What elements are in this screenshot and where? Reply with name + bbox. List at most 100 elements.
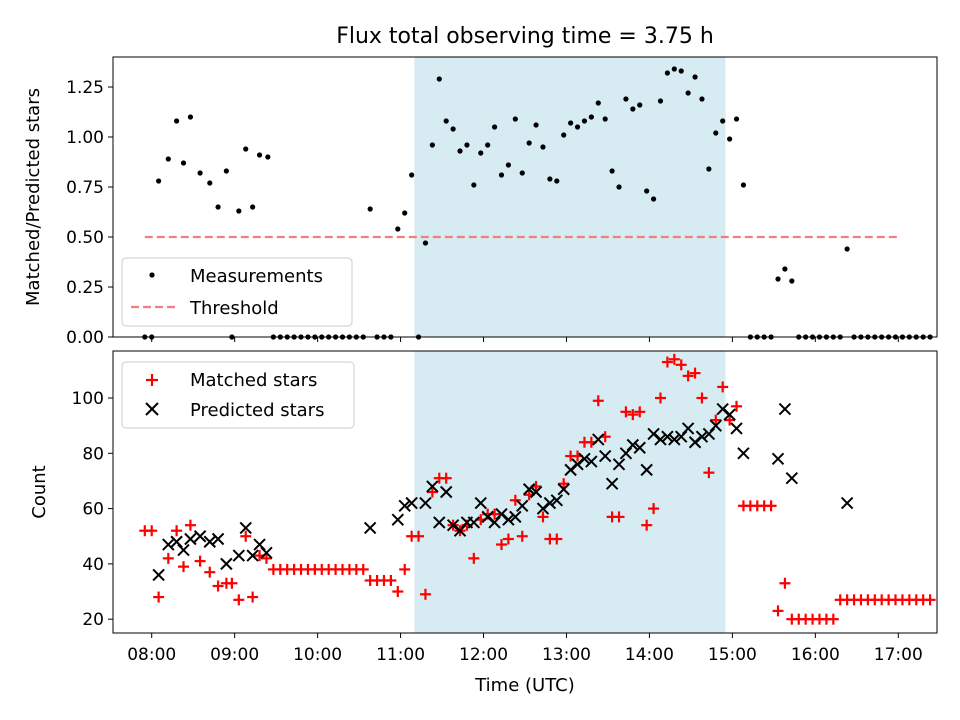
legend-measurements-label: Measurements bbox=[190, 266, 323, 287]
measurement-point bbox=[223, 168, 229, 174]
predicted-star-point bbox=[162, 538, 175, 551]
predicted-star-point bbox=[730, 422, 743, 435]
predicted-star-point bbox=[640, 463, 653, 477]
predicted-star-point bbox=[232, 549, 246, 562]
predicted-star-point bbox=[152, 568, 165, 582]
matched-star-point bbox=[178, 561, 190, 573]
matched-star-point bbox=[689, 367, 701, 379]
measurement-point bbox=[464, 142, 470, 148]
predicted-star-point bbox=[426, 480, 439, 493]
measurement-point bbox=[720, 118, 726, 124]
legend-matched-label: Matched stars bbox=[190, 370, 317, 391]
predicted-star-point bbox=[557, 483, 570, 496]
top-y-axis-label: Matched/Predicted stars bbox=[23, 88, 44, 306]
predicted-star-point bbox=[239, 521, 252, 535]
bottom-legend-box bbox=[121, 361, 355, 429]
matched-star-point bbox=[827, 613, 839, 625]
matched-star-point bbox=[212, 580, 224, 592]
bottom-y-axis: 20 40 60 80 100 bbox=[72, 389, 113, 630]
predicted-star-point bbox=[474, 496, 487, 510]
predicted-star-point bbox=[633, 441, 646, 454]
measurement-point bbox=[207, 180, 213, 186]
predicted-star-point bbox=[433, 516, 446, 529]
measurement-point bbox=[402, 210, 408, 216]
bottom-y-tick-label: 20 bbox=[82, 610, 104, 630]
matched-star-point bbox=[682, 370, 694, 382]
matched-star-point bbox=[648, 503, 660, 515]
matched-star-point bbox=[184, 519, 196, 531]
legend-predicted-marker bbox=[145, 402, 159, 416]
predicted-star-point bbox=[203, 535, 216, 548]
bottom-x-tick-label: 17:00 bbox=[874, 645, 923, 665]
measurement-point bbox=[657, 98, 664, 104]
measurement-point bbox=[395, 226, 401, 232]
matched-star-point bbox=[153, 591, 165, 603]
matched-star-point bbox=[426, 486, 438, 498]
measurement-point bbox=[429, 142, 435, 148]
measurement-point bbox=[637, 102, 643, 108]
measurement-point bbox=[540, 144, 546, 150]
measurement-point bbox=[685, 90, 691, 96]
matched-star-point bbox=[592, 395, 604, 407]
bottom-y-tick-label: 80 bbox=[82, 444, 104, 464]
predicted-star-point bbox=[246, 549, 259, 562]
measurement-point bbox=[478, 150, 484, 156]
predicted-star-point bbox=[391, 513, 405, 526]
measurement-point bbox=[623, 96, 629, 102]
matched-star-point bbox=[710, 414, 722, 426]
top-y-tick-label: 0.50 bbox=[66, 228, 104, 248]
top-y-tick-label: 0.75 bbox=[66, 178, 104, 198]
measurement-point bbox=[215, 204, 221, 210]
predicted-star-point bbox=[516, 499, 529, 513]
predicted-star-point bbox=[260, 546, 273, 560]
matched-star-point bbox=[468, 552, 480, 564]
measurement-point bbox=[243, 146, 249, 152]
predicted-star-point bbox=[502, 513, 515, 526]
predicted-star-point bbox=[220, 557, 233, 571]
matched-star-point bbox=[696, 392, 708, 404]
bottom-y-tick-label: 100 bbox=[72, 389, 104, 409]
legend-predicted-label: Predicted stars bbox=[190, 400, 324, 421]
matched-star-point bbox=[717, 381, 729, 393]
predicted-star-point bbox=[695, 430, 709, 443]
measurement-point bbox=[630, 106, 636, 112]
predicted-star-point bbox=[612, 458, 626, 471]
matched-star-point bbox=[419, 588, 431, 600]
predicted-star-point bbox=[709, 419, 722, 432]
bottom-x-tick-label: 16:00 bbox=[791, 645, 840, 665]
bottom-x-tick-label: 15:00 bbox=[708, 645, 757, 665]
measurement-point bbox=[733, 116, 740, 122]
measurement-point bbox=[197, 170, 203, 176]
measurement-point bbox=[457, 148, 463, 154]
measurement-point bbox=[671, 66, 677, 72]
measurement-point bbox=[485, 142, 491, 148]
predicted-star-point bbox=[543, 496, 557, 510]
predicted-star-point bbox=[661, 430, 674, 443]
measurement-point bbox=[713, 130, 719, 136]
predicted-star-point bbox=[840, 496, 854, 510]
predicted-star-point bbox=[578, 452, 591, 466]
measurement-point bbox=[602, 116, 608, 122]
measurement-point bbox=[498, 172, 505, 178]
legend-measurements-marker bbox=[149, 272, 155, 278]
measurement-point bbox=[561, 132, 567, 138]
bottom-x-axis-label: Time (UTC) bbox=[474, 675, 575, 696]
measurement-point bbox=[409, 172, 415, 178]
matched-star-point bbox=[440, 472, 452, 484]
predicted-star-point bbox=[467, 516, 481, 529]
top-shaded-span bbox=[414, 57, 726, 337]
bottom-plot-frame bbox=[112, 350, 938, 634]
top-y-tick-label: 0.00 bbox=[66, 328, 104, 348]
measurement-point bbox=[512, 116, 518, 122]
matched-star-point bbox=[392, 586, 404, 598]
measurement-point bbox=[554, 178, 560, 184]
measurement-point bbox=[706, 166, 712, 172]
matched-star-point bbox=[779, 577, 791, 589]
measurement-point bbox=[256, 152, 263, 158]
measurement-point bbox=[180, 160, 187, 166]
matched-star-point bbox=[551, 533, 563, 545]
predicted-star-point bbox=[529, 485, 543, 499]
matched-star-point bbox=[613, 511, 625, 523]
matched-star-point bbox=[537, 511, 549, 523]
matched-star-point bbox=[634, 406, 646, 418]
